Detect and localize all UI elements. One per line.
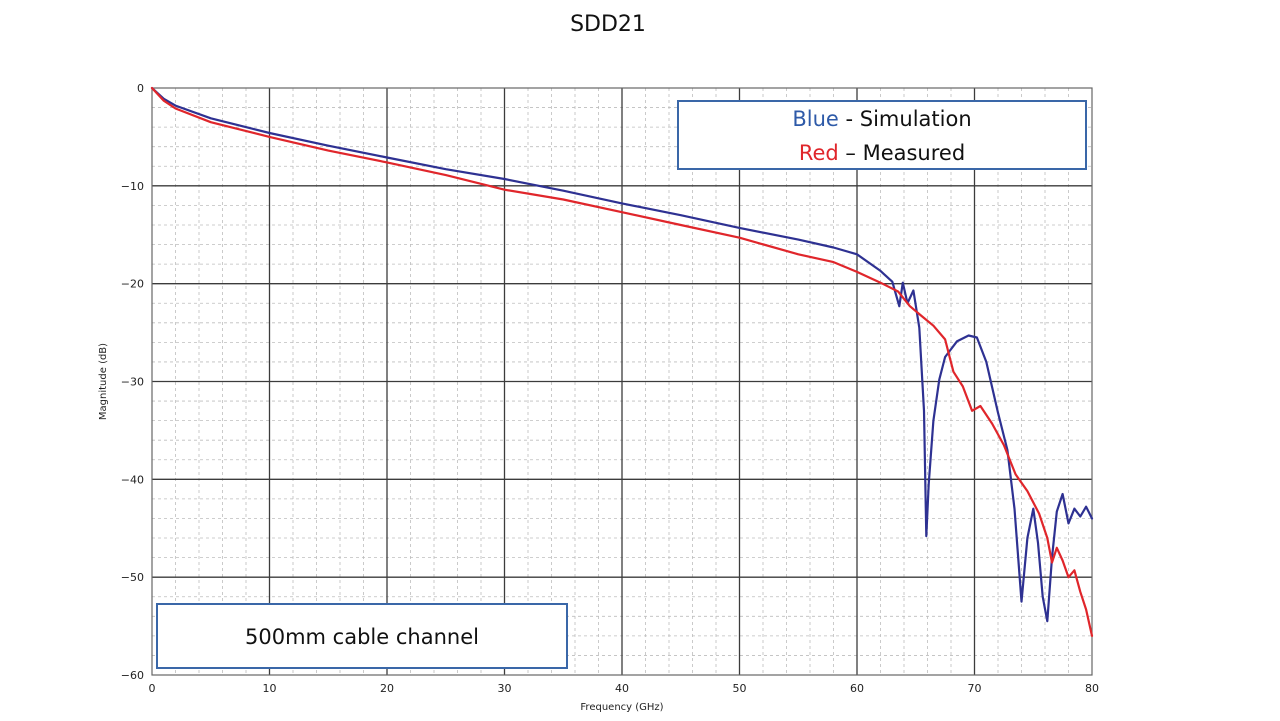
y-tick-labels: 0 −10 −20 −30 −40 −50 −60	[121, 82, 144, 682]
y-axis-label: Magnitude (dB)	[98, 343, 109, 420]
x-tick-label: 50	[733, 682, 747, 695]
major-grid	[152, 88, 1092, 675]
series-layer	[150, 86, 1094, 637]
annotation-text: 500mm cable channel	[245, 625, 479, 649]
chart-title: SDD21	[570, 12, 646, 37]
x-axis-label: Frequency (GHz)	[580, 702, 663, 713]
x-tick-label: 80	[1085, 682, 1099, 695]
x-tick-label: 20	[380, 682, 394, 695]
x-tick-label: 60	[850, 682, 864, 695]
x-tick-label: 10	[263, 682, 277, 695]
y-tick-label: −50	[121, 571, 144, 584]
y-tick-label: −40	[121, 473, 144, 486]
legend-box	[677, 100, 1087, 170]
x-tick-label: 30	[498, 682, 512, 695]
y-tick-label: 0	[137, 82, 144, 95]
plot-frame	[151, 87, 1093, 676]
y-tick-label: −30	[121, 376, 144, 389]
legend-red-word: Red	[799, 141, 839, 165]
series-measured-line	[150, 86, 1094, 637]
legend: Blue - Simulation Red – Measured	[677, 100, 1087, 170]
x-tick-label: 70	[968, 682, 982, 695]
annotation: 500mm cable channel	[156, 603, 568, 669]
legend-red-rest: – Measured	[839, 141, 965, 165]
series-simulation-line	[150, 86, 1094, 623]
legend-blue-word: Blue	[792, 107, 838, 131]
x-tick-label: 40	[615, 682, 629, 695]
y-tick-label: −10	[121, 180, 144, 193]
y-tick-label: −20	[121, 278, 144, 291]
legend-entry-simulation: Blue - Simulation	[792, 107, 971, 131]
annotation-box	[156, 603, 568, 669]
legend-blue-rest: - Simulation	[839, 107, 972, 131]
legend-entry-measured: Red – Measured	[799, 141, 965, 165]
x-tick-labels: 0 10 20 30 40 50 60 70 80	[149, 682, 1100, 695]
x-tick-label: 0	[149, 682, 156, 695]
y-tick-label: −60	[121, 669, 144, 682]
